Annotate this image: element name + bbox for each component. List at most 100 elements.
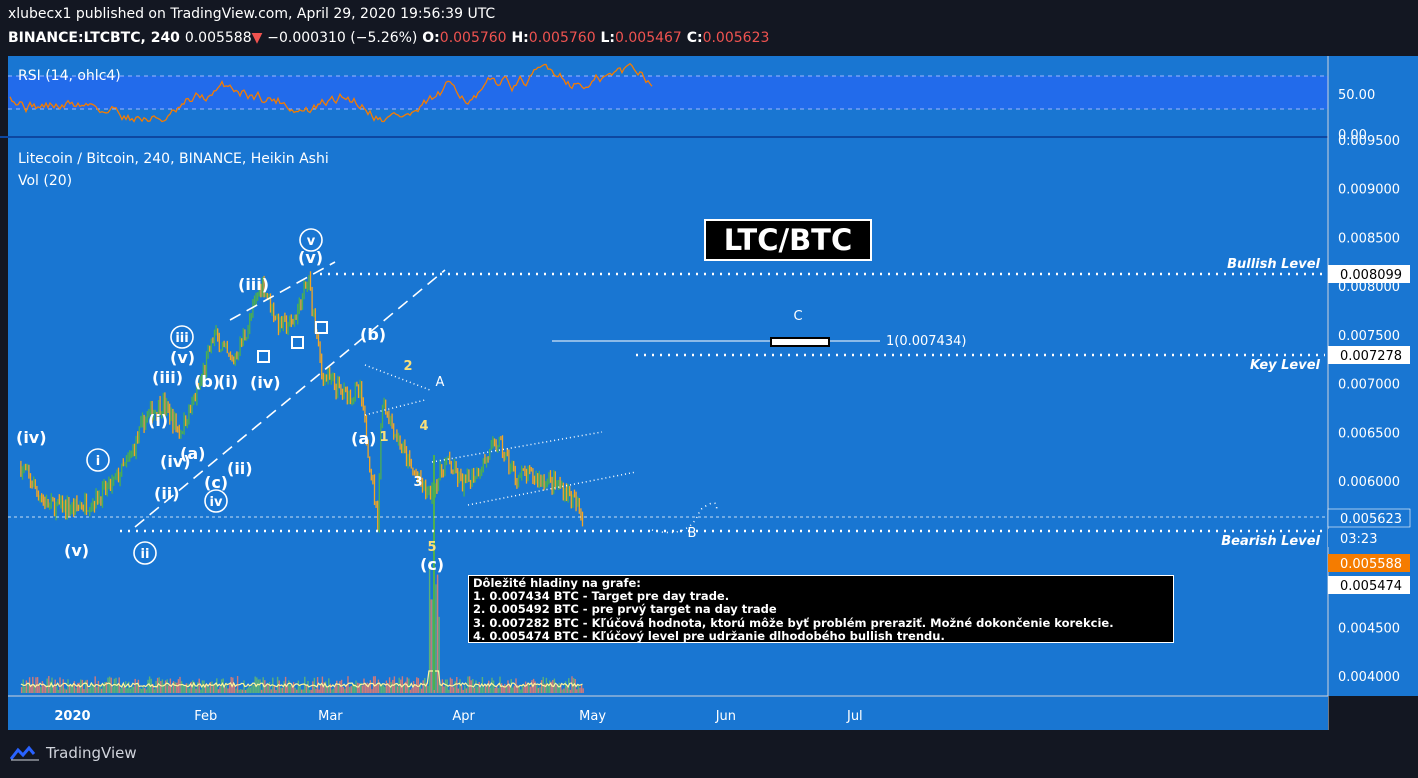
volume-bar [504, 683, 506, 693]
volume-bar [539, 686, 541, 693]
volume-bar [97, 680, 100, 693]
volume-bar [464, 685, 466, 693]
volume-bar [52, 686, 55, 693]
circled-i: i [96, 454, 100, 469]
volume-bar [380, 685, 383, 693]
volume-bar [128, 681, 130, 693]
volume-bar [470, 680, 472, 693]
volume-bar [534, 681, 536, 693]
volume-bar [20, 687, 23, 693]
volume-bar [558, 682, 560, 693]
volume-bar [102, 683, 104, 693]
volume-bar [144, 688, 146, 693]
volume-bar [377, 679, 380, 693]
target-box[interactable] [770, 337, 830, 347]
volume-bar [187, 683, 189, 693]
wave-label: (i) [218, 372, 238, 391]
volume-bar [265, 684, 268, 693]
volume-bar [331, 689, 333, 693]
wave-label: (iv) [160, 452, 191, 471]
volume-bar [107, 677, 109, 693]
time-tick: Apr [452, 709, 475, 724]
change-value: −0.000310 (−5.26%) [267, 30, 418, 46]
volume-bar [104, 681, 106, 693]
volume-bar [81, 679, 84, 693]
volume-bar [326, 686, 328, 693]
volume-bar [345, 684, 348, 693]
price-tick: 0.009500 [1338, 134, 1400, 149]
volume-bar [281, 687, 284, 693]
volume-bar [180, 681, 183, 693]
volume-bar [312, 681, 314, 693]
volume-bar [76, 683, 79, 693]
volume-bar [462, 689, 464, 693]
volume-bar [531, 680, 533, 693]
volume-bar [216, 678, 218, 693]
volume-bar [409, 689, 412, 693]
volume-bar [476, 686, 479, 693]
volume-bar [120, 688, 122, 693]
price-axis[interactable] [1328, 56, 1418, 696]
volume-bar [188, 688, 191, 693]
wave-label: (a) [180, 444, 205, 463]
volume-bar [350, 686, 352, 693]
volume-bar [219, 686, 221, 693]
note-item: 3. 0.007282 BTC - Kľúčová hodnota, ktorú… [473, 615, 1114, 630]
channel-upper[interactable] [229, 261, 336, 321]
volume-bar [116, 683, 119, 693]
volume-bar [489, 687, 492, 693]
volume-bar [259, 679, 261, 693]
volume-bar [123, 687, 125, 693]
volume-bar [408, 678, 410, 693]
volume-bar [348, 687, 351, 693]
volume-bar [379, 683, 381, 693]
time-axis[interactable] [8, 696, 1328, 730]
volume-bar [224, 687, 226, 693]
badge-bearish: 0.005474 [1340, 579, 1402, 594]
volume-bar [483, 687, 485, 693]
brand-name: TradingView [46, 744, 137, 762]
volume-bar [212, 684, 215, 693]
price-ticks: 0.009500 0.009000 0.008500 0.008000 0.007500… [1338, 134, 1400, 685]
volume-bar [564, 681, 567, 693]
channel-lower[interactable] [134, 269, 446, 528]
high-value: 0.005760 [528, 30, 596, 46]
circled-labels [86, 228, 323, 565]
volume-bar [56, 686, 58, 693]
volume-bar [550, 681, 552, 693]
volume-bar [516, 684, 519, 693]
volume-bar [278, 680, 280, 693]
volume-bar [366, 682, 368, 693]
volume-bar [291, 684, 293, 693]
low-label: L: [600, 30, 616, 46]
volume-bar [249, 687, 252, 693]
price-tick: 0.008500 [1338, 231, 1400, 246]
volume-bar [360, 682, 362, 693]
volume-bar [526, 683, 528, 693]
volume-bar [412, 681, 415, 693]
volume-bar [358, 683, 360, 693]
wave-num-2: 2 [403, 359, 412, 374]
fib-label: 1(0.007434) [886, 334, 966, 349]
volume-bar [192, 680, 194, 693]
volume-bar [38, 684, 40, 693]
wave-label: (iv) [16, 428, 47, 447]
wave-B: B [688, 526, 697, 541]
volume-bar [387, 683, 389, 693]
volume-bar [25, 680, 28, 693]
wave-label: (iv) [250, 373, 281, 392]
price-candles [20, 271, 584, 690]
brand[interactable]: TradingView [10, 744, 137, 762]
volume-bar [112, 687, 114, 693]
volume-bar [137, 679, 140, 693]
notes-box: Dôležité hladiny na grafe: 1. 0.007434 B… [468, 575, 1174, 643]
volume-bar [171, 686, 173, 693]
volume-bar [334, 686, 336, 693]
volume-bar [432, 599, 434, 693]
volume-bar [214, 683, 216, 693]
rsi-line [9, 62, 653, 123]
volume-bar [228, 684, 231, 693]
symbol[interactable]: BINANCE:LTCBTC, 240 [8, 30, 180, 46]
volume-bar [388, 677, 391, 693]
